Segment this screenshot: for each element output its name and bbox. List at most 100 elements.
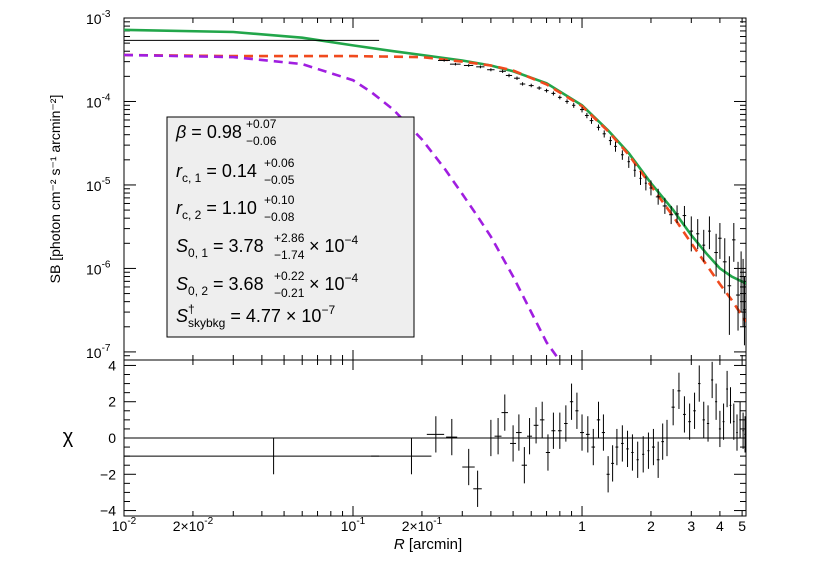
data-point [608, 136, 612, 146]
data-point [682, 205, 687, 227]
data-point [589, 117, 594, 124]
residual-point [371, 438, 432, 475]
residual-point [677, 372, 681, 409]
residual-point [621, 425, 624, 462]
data-point [544, 88, 549, 93]
residual-point [510, 425, 517, 462]
residual-point [557, 412, 562, 449]
residual-point [569, 383, 574, 420]
residual-point [606, 456, 610, 493]
y-tick-label: 10-4 [86, 92, 111, 110]
residual-point [693, 392, 696, 429]
residual-point [585, 416, 590, 453]
residual-point [462, 448, 475, 486]
data-point [551, 91, 556, 96]
residual-point [642, 436, 645, 473]
residual-point [575, 392, 579, 429]
residual-point [729, 387, 732, 424]
model-curve-component-2 [124, 53, 746, 323]
residual-point [706, 405, 710, 442]
residual-point [688, 403, 691, 440]
residual-points [124, 361, 746, 507]
y-tick-label: 2 [108, 394, 116, 410]
residual-point [647, 432, 650, 469]
residual-point [631, 434, 634, 471]
data-point [602, 130, 606, 138]
data-point [718, 223, 722, 259]
data-point [722, 238, 727, 294]
data-point [505, 73, 513, 78]
residual-point [651, 428, 655, 466]
data-point [649, 180, 653, 196]
residual-point [718, 410, 721, 448]
fit-parameter-legend: β = 0.98 +0.07 −0.06 rc, 1 = 0.14 +0.06 … [166, 116, 415, 338]
legend-s02: S0, 2 = 3.68 +0.22 −0.21 × 10−4 [176, 264, 359, 301]
x-tick-label: 5 [738, 518, 746, 534]
data-point [572, 102, 576, 108]
residual-point [722, 403, 725, 440]
legend-rc2: rc, 2 = 1.10 +0.10 −0.08 [176, 188, 299, 224]
residual-point [501, 394, 508, 431]
residual-point [611, 445, 615, 482]
x-tick-label: 1 [578, 518, 586, 534]
data-point [437, 59, 450, 62]
data-point [565, 99, 569, 104]
data-point [536, 86, 542, 90]
y-tick-label: −2 [100, 466, 116, 482]
residual-point [564, 405, 568, 442]
legend-box [166, 116, 415, 338]
data-point [727, 256, 732, 335]
y-tick-label: 10-6 [86, 259, 111, 277]
residual-point [551, 412, 556, 449]
residual-point [711, 361, 714, 399]
residual-point [636, 441, 639, 478]
data-point [662, 197, 668, 214]
data-point [449, 62, 461, 66]
residual-point [682, 396, 686, 433]
legend-rc1: rc, 1 = 0.14 +0.06 −0.05 [176, 151, 299, 187]
residual-point [744, 416, 746, 453]
residual-point [539, 401, 545, 438]
x-tick-label: 10-2 [112, 516, 137, 534]
data-point [669, 205, 674, 225]
residual-point [473, 470, 482, 507]
residual-point [591, 428, 596, 466]
data-point [633, 163, 636, 177]
x-tick-label: 3 [687, 518, 695, 534]
residual-point [601, 414, 606, 451]
data-point [627, 156, 631, 168]
data-point [644, 176, 647, 191]
data-point [476, 65, 485, 69]
data-point [580, 106, 584, 113]
data-point [739, 251, 743, 313]
residual-point [124, 438, 380, 475]
x-tick-label: 2 [647, 518, 655, 534]
residual-point [726, 370, 729, 408]
data-point [499, 69, 506, 73]
legend-skybkg: S† skybkg = 4.77 × 10−7 [176, 302, 335, 330]
data-point [708, 216, 711, 250]
residual-point [580, 414, 584, 451]
y-tick-label: 10-7 [86, 343, 111, 361]
residual-point [516, 414, 522, 451]
data-point [675, 205, 679, 224]
residual-point [665, 419, 669, 457]
x-axis-label: R [arcmin] [394, 536, 462, 553]
bottom-y-axis-label: χ [63, 426, 74, 448]
bottom-panel-ticks [123, 360, 746, 516]
model-curve-component-1 [124, 53, 561, 360]
legend-s01: S0, 1 = 3.78 +2.86 −1.74 × 10−4 [176, 226, 359, 263]
data-point [519, 82, 526, 86]
x-tick-label: 2×10-2 [173, 516, 214, 534]
x-tick-label: 4 [716, 518, 724, 534]
residual-point [671, 389, 675, 426]
residual-point [698, 365, 701, 402]
residual-point [533, 407, 539, 444]
data-point [463, 64, 474, 67]
top-y-tick-labels: 10-7 10-6 10-5 10-4 10-3 [86, 9, 111, 361]
data-point [596, 124, 601, 131]
y-tick-label: 0 [108, 430, 116, 446]
residual-point [732, 403, 735, 440]
data-point [655, 188, 661, 205]
